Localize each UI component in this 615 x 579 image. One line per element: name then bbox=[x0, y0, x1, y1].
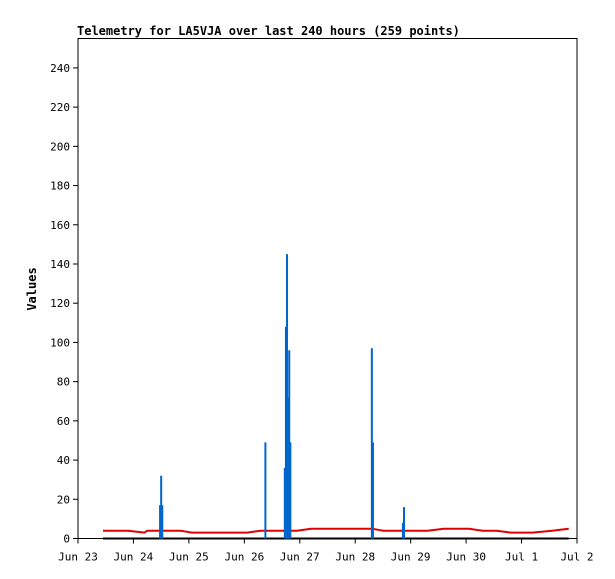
y-tick-label: 0 bbox=[63, 533, 70, 546]
x-tick-label: Jun 26 bbox=[224, 551, 264, 564]
y-tick-label: 160 bbox=[50, 219, 70, 232]
x-tick-label: Jun 29 bbox=[391, 551, 431, 564]
x-tick-label: Jul 1 bbox=[505, 551, 538, 564]
y-tick-label: 140 bbox=[50, 258, 70, 271]
y-tick-label: 60 bbox=[57, 415, 70, 428]
x-tick-label: Jun 27 bbox=[280, 551, 320, 564]
y-tick-label: 80 bbox=[57, 376, 70, 389]
y-tick-label: 220 bbox=[50, 101, 70, 114]
y-axis: 0 20 40 60 80 100 120 140 160 180 200 220 240 bbox=[50, 62, 78, 546]
y-tick-label: 100 bbox=[50, 336, 70, 349]
x-tick-label: Jun 25 bbox=[169, 551, 209, 564]
y-tick-label: 120 bbox=[50, 297, 70, 310]
x-tick-label: Jul 2 bbox=[560, 551, 593, 564]
y-tick-label: 20 bbox=[57, 493, 70, 506]
y-tick-label: 240 bbox=[50, 62, 70, 75]
chart-title: Telemetry for LA5VJA over last 240 hours… bbox=[77, 24, 460, 38]
y-tick-label: 40 bbox=[57, 454, 70, 467]
x-axis: Jun 23 Jun 24 Jun 25 Jun 26 Jun 27 Jun 28 Jun … bbox=[58, 538, 594, 564]
x-tick-label: Jun 30 bbox=[446, 551, 486, 564]
plot-frame bbox=[77, 38, 578, 539]
x-tick-label: Jun 23 bbox=[58, 551, 98, 564]
red-series-line bbox=[103, 527, 569, 534]
y-axis-label: Values bbox=[25, 267, 39, 310]
y-tick-label: 180 bbox=[50, 180, 70, 193]
y-tick-label: 200 bbox=[50, 140, 70, 153]
plot-series bbox=[103, 254, 569, 540]
x-tick-label: Jun 28 bbox=[335, 551, 375, 564]
x-tick-label: Jun 24 bbox=[114, 551, 154, 564]
